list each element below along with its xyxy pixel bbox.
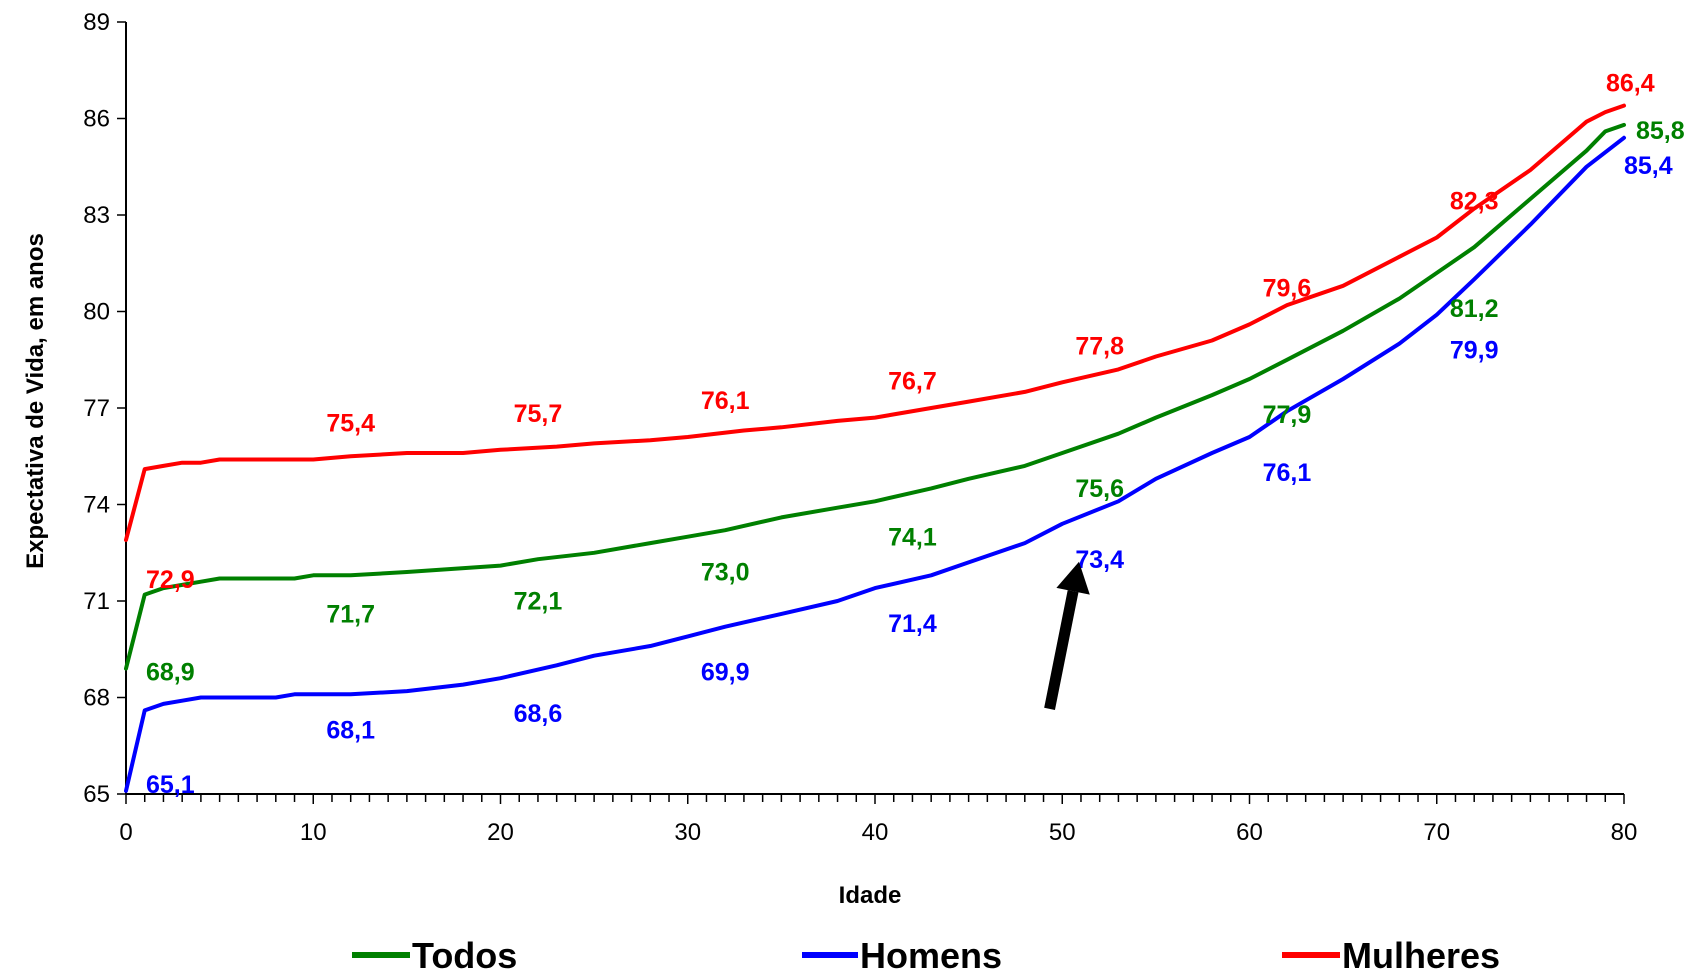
data-label-todos: 68,9	[146, 659, 195, 687]
series-line-mulheres	[124, 103, 1626, 542]
data-label-homens: 65,1	[146, 771, 195, 799]
x-tick-label: 70	[1423, 819, 1450, 846]
data-label-todos: 73,0	[701, 559, 750, 587]
legend: Todos Homens Mulheres	[352, 935, 1500, 974]
legend-item-homens: Homens	[802, 935, 1002, 974]
x-tick-label: 10	[300, 819, 327, 846]
x-axis-title: Idade	[839, 882, 902, 909]
data-label-mulheres: 75,7	[514, 400, 563, 428]
axes: 65 68 71 74 77 80 83 86 89 0 10 20 30 40 50 60 70 80	[83, 9, 1637, 846]
series-line-todos	[124, 122, 1626, 671]
legend-label-todos: Todos	[412, 935, 517, 974]
data-label-todos: 74,1	[888, 523, 937, 551]
x-tick-label: 30	[674, 819, 701, 846]
data-label-mulheres: 76,1	[701, 387, 750, 415]
annotation-arrow-shaft	[1044, 590, 1079, 710]
data-label-todos: 81,2	[1450, 295, 1499, 323]
y-tick-label: 68	[83, 685, 110, 712]
data-label-homens: 79,9	[1450, 337, 1499, 365]
y-tick-label: 71	[83, 588, 110, 615]
annotation-arrow-head	[1056, 561, 1090, 595]
data-label-mulheres: 75,4	[326, 409, 375, 437]
series-line-homens	[124, 135, 1626, 793]
y-tick-label: 83	[83, 202, 110, 229]
legend-item-todos: Todos	[352, 935, 517, 974]
annotation-layer	[1044, 561, 1090, 710]
data-label-homens: 69,9	[701, 658, 750, 686]
x-tick-label: 80	[1611, 819, 1638, 846]
data-label-todos: 85,8	[1636, 117, 1685, 145]
data-label-todos: 75,6	[1075, 475, 1124, 503]
y-tick-label: 65	[83, 781, 110, 808]
series-layer	[124, 103, 1626, 793]
data-label-mulheres: 72,9	[146, 566, 195, 594]
data-label-mulheres: 79,6	[1263, 274, 1312, 302]
legend-item-mulheres: Mulheres	[1282, 935, 1500, 974]
legend-label-homens: Homens	[860, 935, 1002, 974]
data-label-homens: 73,4	[1075, 546, 1124, 574]
y-tick-label: 80	[83, 299, 110, 326]
data-label-mulheres: 86,4	[1606, 70, 1655, 98]
data-label-todos: 71,7	[326, 600, 375, 628]
y-axis-title: Expectativa de Vida, em anos	[22, 233, 49, 569]
data-label-todos: 72,1	[514, 588, 563, 616]
y-tick-label: 86	[83, 106, 110, 133]
data-label-mulheres: 76,7	[888, 368, 937, 396]
y-tick-label: 77	[83, 395, 110, 422]
data-label-mulheres: 82,3	[1450, 188, 1499, 216]
legend-label-mulheres: Mulheres	[1342, 935, 1500, 974]
data-label-homens: 85,4	[1624, 152, 1673, 180]
x-tick-label: 60	[1236, 819, 1263, 846]
data-label-homens: 68,1	[326, 716, 375, 744]
data-label-homens: 71,4	[888, 610, 937, 638]
x-tick-label: 40	[862, 819, 889, 846]
x-tick-label: 20	[487, 819, 514, 846]
data-labels-layer: 72,9 75,4 75,7 76,1 76,7 77,8 79,6 82,3 86,4 68,9…	[146, 70, 1685, 799]
y-tick-label: 89	[83, 9, 110, 36]
x-tick-label: 50	[1049, 819, 1076, 846]
data-label-homens: 68,6	[514, 700, 563, 728]
y-tick-label: 74	[83, 492, 110, 519]
data-label-todos: 77,9	[1263, 401, 1312, 429]
x-tick-label: 0	[119, 819, 132, 846]
data-label-mulheres: 77,8	[1075, 332, 1124, 360]
data-label-homens: 76,1	[1263, 459, 1312, 487]
